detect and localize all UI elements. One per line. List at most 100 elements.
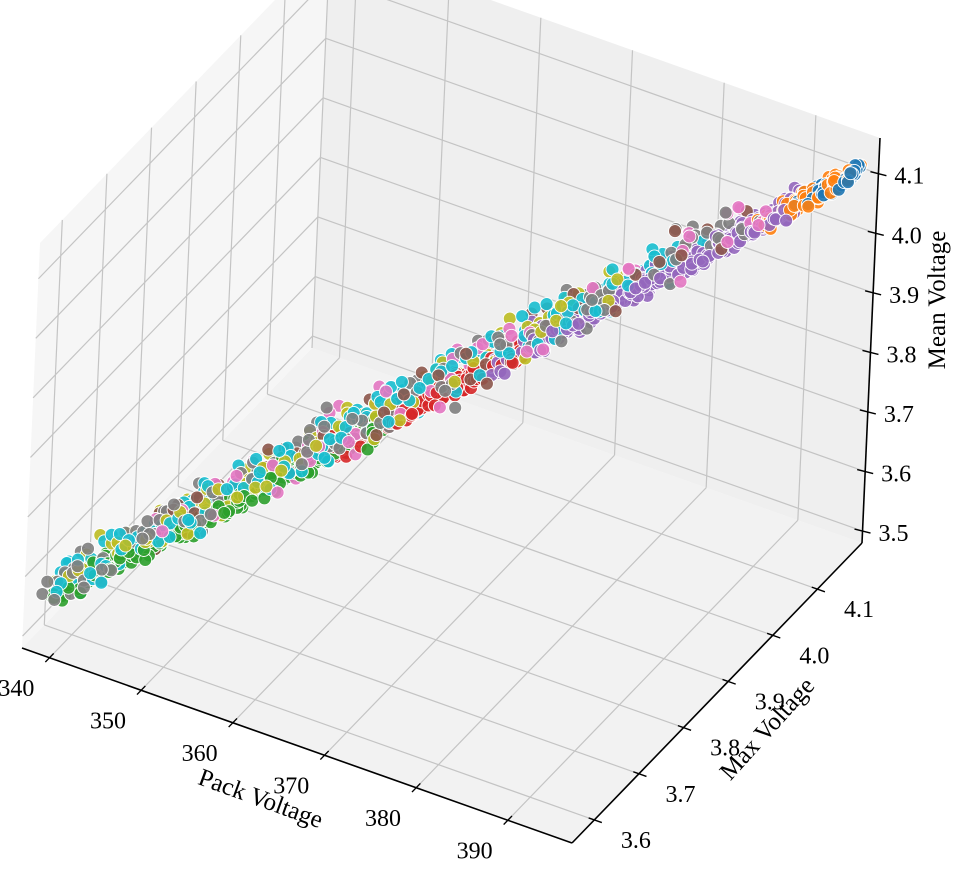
data-point	[47, 592, 62, 607]
data-point	[504, 328, 519, 343]
x-tick-label: 340	[0, 676, 34, 702]
x-tick-label: 390	[457, 838, 493, 864]
data-point	[270, 485, 285, 500]
z-tick-label: 4.1	[894, 164, 924, 190]
data-point	[396, 387, 411, 402]
data-point	[245, 493, 260, 508]
gridline	[705, 82, 725, 488]
data-point	[405, 406, 419, 421]
x-tick	[136, 685, 146, 696]
x-tick	[44, 652, 55, 663]
y-tick-label: 3.7	[666, 782, 696, 808]
z-tick-label: 3.5	[879, 521, 909, 547]
data-point	[229, 468, 244, 483]
gridline	[232, 422, 524, 724]
data-point	[294, 457, 309, 472]
gridline	[140, 389, 432, 691]
z-axis-ticks: 3.5 3.6 3.7 3.8 3.9 4.0 4.1	[854, 164, 924, 547]
data-point	[341, 435, 356, 450]
gridline	[324, 454, 615, 756]
z-tick	[859, 409, 876, 415]
data-point	[81, 541, 95, 556]
data-point	[259, 479, 274, 494]
y-tick	[677, 724, 692, 731]
gridline	[177, 81, 197, 487]
data-point	[621, 261, 636, 276]
data-point	[559, 316, 574, 331]
y-tick	[722, 678, 736, 685]
gridline	[338, 0, 357, 358]
gridline	[314, 275, 866, 473]
z-tick	[864, 290, 882, 296]
z-tick-label: 3.9	[889, 283, 919, 309]
gridline	[266, 0, 286, 395]
data-point	[527, 300, 542, 315]
y-tick-label: 3.8	[710, 736, 740, 762]
data-point	[217, 505, 232, 520]
gridline	[415, 487, 707, 789]
y-tick	[588, 817, 603, 824]
data-point	[83, 566, 98, 581]
data-point	[345, 411, 360, 426]
data-point	[674, 248, 689, 263]
y-tick	[633, 771, 647, 778]
data-point	[432, 400, 447, 415]
data-point	[167, 497, 181, 512]
y-axis-ticks: 3.6 3.7 3.8 3.9 4.0 4.1	[588, 586, 874, 854]
y-tick-label: 4.0	[799, 643, 829, 669]
data-point	[360, 442, 375, 457]
gridline	[311, 0, 329, 349]
y-tick	[766, 632, 781, 639]
data-point	[445, 359, 460, 374]
data-point	[40, 574, 55, 589]
data-point	[718, 205, 733, 220]
data-point	[181, 512, 196, 527]
gridline	[386, 0, 879, 175]
data-point	[70, 559, 85, 574]
data-point	[695, 254, 710, 269]
x-tick-label: 380	[365, 806, 401, 832]
data-point	[381, 414, 396, 429]
z-tick-label: 4.0	[892, 223, 922, 249]
data-point	[843, 166, 858, 181]
data-point	[610, 272, 625, 287]
data-point	[76, 580, 91, 595]
gridline	[27, 216, 319, 518]
data-point	[94, 562, 109, 577]
data-point	[369, 428, 384, 443]
z-axis-label: Mean Voltage	[924, 231, 951, 370]
z-tick-label: 3.8	[886, 342, 916, 368]
data-point	[203, 507, 218, 522]
data-point	[554, 334, 569, 349]
data-point	[497, 366, 512, 381]
data-point	[190, 490, 204, 505]
data-point	[447, 374, 462, 389]
z-tick	[867, 230, 884, 236]
gridline	[30, 156, 321, 458]
x-axis-ticks: 340 350 360 370 380 390	[0, 652, 513, 864]
data-point	[519, 344, 534, 359]
z-tick	[854, 528, 871, 534]
gridline	[507, 519, 799, 821]
gridline	[37, 0, 309, 280]
y-tick-label: 4.1	[844, 597, 874, 623]
gridline	[35, 37, 327, 339]
x-tick	[228, 717, 238, 728]
z-tick	[870, 171, 887, 177]
x-tick	[319, 750, 330, 761]
gridline	[312, 335, 863, 532]
data-point	[272, 443, 287, 458]
x-tick-label: 350	[90, 708, 126, 734]
gridline	[43, 219, 63, 625]
data-point	[673, 274, 688, 289]
data-point	[140, 514, 155, 529]
data-point	[493, 337, 508, 352]
data-point	[668, 224, 682, 239]
gridline	[177, 485, 729, 683]
x-tick-label: 360	[182, 741, 218, 767]
data-points	[35, 158, 868, 608]
data-point	[779, 213, 794, 228]
y-tick-label: 3.6	[621, 828, 651, 854]
x-tick	[411, 782, 421, 793]
left-wall-pane	[22, 0, 328, 648]
